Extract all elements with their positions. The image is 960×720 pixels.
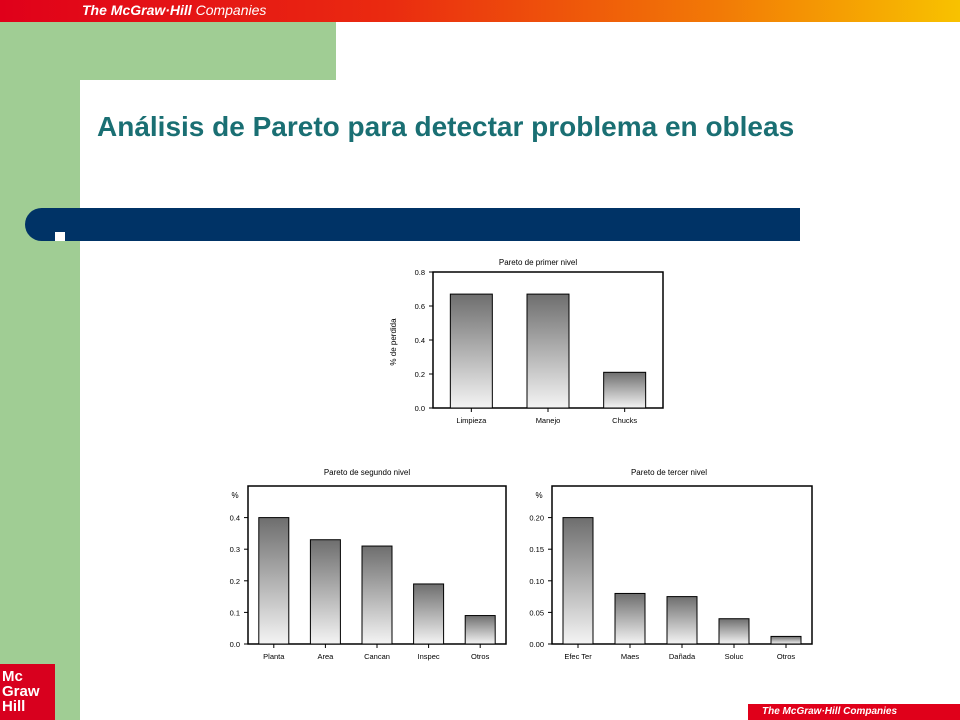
content-panel xyxy=(80,80,960,720)
y-tick-label: 0.15 xyxy=(529,545,544,554)
y-tick-label: 0.6 xyxy=(415,302,425,311)
chart-title: Pareto de tercer nivel xyxy=(631,468,707,477)
x-tick-label: Efec Ter xyxy=(564,652,592,661)
y-tick-label: 0.0 xyxy=(230,640,240,649)
x-tick-label: Inspec xyxy=(418,652,440,661)
company-wordmark: The McGraw·Hill Companies xyxy=(82,2,266,18)
x-tick-label: Manejo xyxy=(536,416,561,425)
x-tick-label: Planta xyxy=(263,652,285,661)
bar xyxy=(464,615,496,645)
pareto-second-level-chart: Pareto de segundo nivel % 0.00.10.20.30.… xyxy=(230,468,507,661)
y-tick-label: 0.4 xyxy=(230,514,240,523)
bar xyxy=(614,592,646,645)
bar xyxy=(666,596,698,645)
bar xyxy=(526,293,570,409)
x-tick-label: Maes xyxy=(621,652,640,661)
footer-brand-bar: The McGraw·Hill Companies xyxy=(748,704,960,720)
footer-wordmark: The McGraw·Hill Companies xyxy=(762,706,898,717)
plot-area: 0.0 0.1 0.2 0.3 0.4 Planta Area Cancan Inspec Otr… xyxy=(230,485,507,661)
y-tick-label: 0.20 xyxy=(529,514,544,523)
y-tick-label: 0.2 xyxy=(415,370,425,379)
bar xyxy=(562,517,594,645)
bar xyxy=(258,517,290,645)
left-green-band xyxy=(0,22,80,720)
y-tick-label: 0.05 xyxy=(529,608,544,617)
mcgraw-hill-logo: Mc Graw Hill xyxy=(0,664,55,720)
y-axis-label: % de perdida xyxy=(389,318,398,366)
plot-area: 0.0 0.2 0.4 0.6 0.8 Limpieza Manejo Chucks xyxy=(415,268,664,425)
x-tick-label: Otros xyxy=(777,652,796,661)
logo-line-2: Graw xyxy=(2,683,40,700)
y-tick-label: 0.3 xyxy=(230,545,240,554)
slide-title: Análisis de Pareto para detectar problem… xyxy=(97,111,795,142)
bar xyxy=(718,618,750,645)
y-tick-label: 0.0 xyxy=(415,404,425,413)
x-tick-label: Cancan xyxy=(364,652,390,661)
y-tick-label: 0.8 xyxy=(415,268,425,277)
company-brand: McGraw·Hill xyxy=(110,2,192,18)
x-tick-label: Dañada xyxy=(669,652,696,661)
header-brand-bar: The McGraw·Hill Companies xyxy=(0,0,960,22)
bar xyxy=(361,545,393,645)
bar xyxy=(770,635,802,645)
band-notch xyxy=(55,232,65,241)
logo-line-3: Hill xyxy=(2,698,26,715)
x-tick-label: Area xyxy=(317,652,334,661)
chart-title: Pareto de primer nivel xyxy=(499,258,577,267)
logo-line-1: Mc xyxy=(2,668,23,685)
top-green-block xyxy=(80,22,336,80)
bar xyxy=(449,293,493,409)
bar xyxy=(603,371,647,409)
plot-area: 0.00 0.05 0.10 0.15 0.20 Efec Ter Maes Dañada So… xyxy=(529,485,813,661)
title-underline-band xyxy=(25,208,800,241)
x-tick-label: Soluc xyxy=(725,652,744,661)
company-prefix: The xyxy=(82,2,111,18)
y-tick-label: 0.10 xyxy=(529,577,544,586)
pareto-first-level-chart: Pareto de primer nivel % de perdida 0.00… xyxy=(389,258,664,425)
x-tick-label: Limpieza xyxy=(456,416,487,425)
x-tick-label: Chucks xyxy=(612,416,637,425)
bar xyxy=(309,539,341,645)
pareto-third-level-chart: Pareto de tercer nivel % 0.00 0.05 0.10 0.1… xyxy=(529,468,813,661)
y-axis-label: % xyxy=(535,491,542,500)
chart-title: Pareto de segundo nivel xyxy=(324,468,411,477)
bar xyxy=(413,583,445,645)
y-tick-label: 0.00 xyxy=(529,640,544,649)
y-axis-label: % xyxy=(231,491,238,500)
y-tick-label: 0.1 xyxy=(230,608,240,617)
company-suffix: Companies xyxy=(191,2,267,18)
x-tick-label: Otros xyxy=(471,652,490,661)
y-tick-label: 0.4 xyxy=(415,336,425,345)
y-tick-label: 0.2 xyxy=(230,577,240,586)
